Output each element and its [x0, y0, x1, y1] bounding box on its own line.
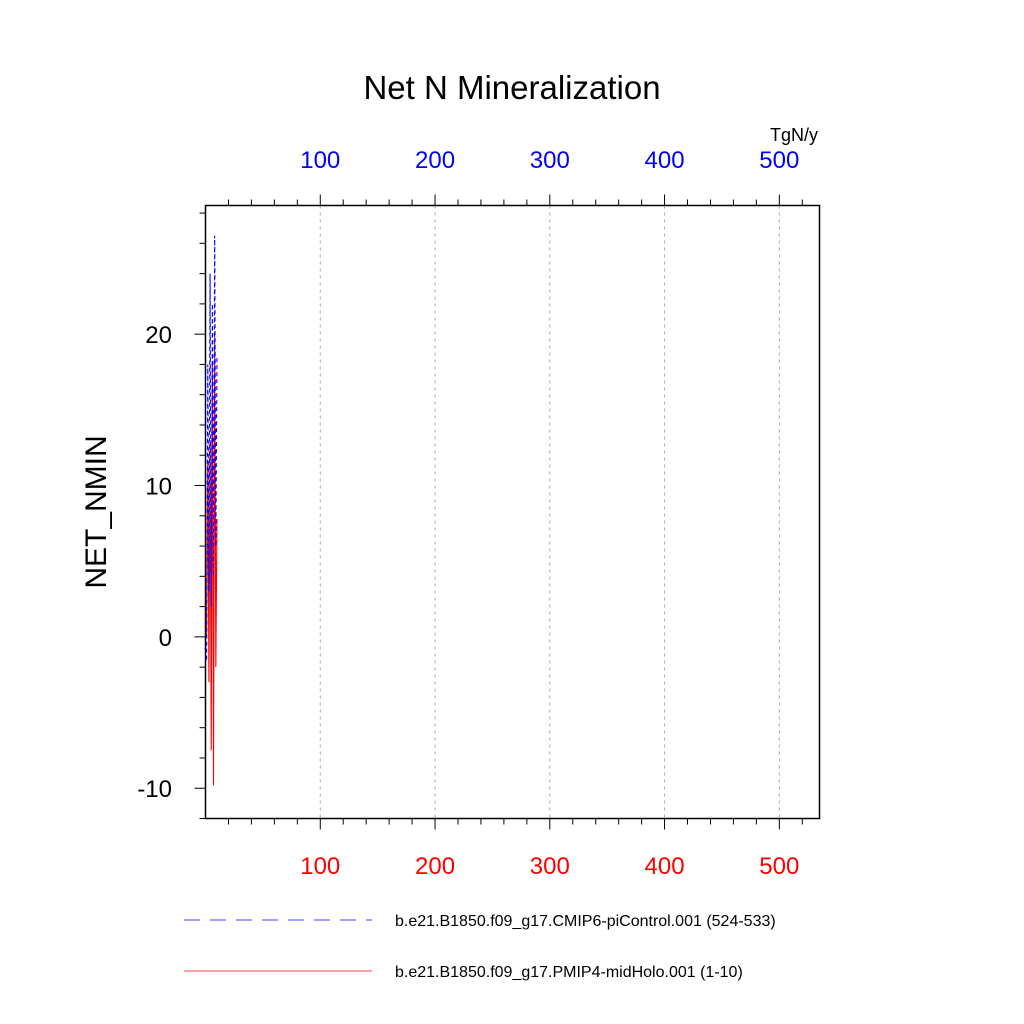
x-tick-label-bottom: 200 — [415, 853, 455, 880]
x-tick-label-bottom: 100 — [300, 853, 340, 880]
x-tick-label-top: 400 — [645, 147, 685, 174]
plot-frame — [204, 204, 821, 820]
x-tick-label-top: 200 — [415, 147, 455, 174]
y-tick-label: 0 — [159, 625, 172, 652]
series-layer — [206, 235, 218, 786]
x-tick-label-bottom: 400 — [645, 853, 685, 880]
chart-title: Net N Mineralization — [363, 69, 660, 106]
ticks-layer: 100 100 200 200 300 300 400 400 500 500 -10 0 10 20 — [137, 147, 803, 880]
x-tick-label-bottom: 300 — [530, 853, 570, 880]
series-line-picontrol — [206, 235, 218, 660]
x-tick-label-top: 300 — [530, 147, 570, 174]
grid-layer — [319, 205, 780, 819]
legend-label-midholo: b.e21.B1850.f09_g17.PMIP4-midHolo.001 (1… — [395, 964, 743, 981]
y-tick-label: 10 — [145, 474, 172, 501]
y-axis-label: NET_NMIN — [80, 435, 113, 588]
legend-label-picontrol: b.e21.B1850.f09_g17.CMIP6-piControl.001 … — [395, 913, 776, 930]
x-tick-label-bottom: 500 — [759, 853, 799, 880]
x-tick-label-top: 500 — [759, 147, 799, 174]
y-tick-label: 20 — [145, 322, 172, 349]
y-tick-label: -10 — [137, 776, 172, 803]
x-tick-label-top: 100 — [300, 147, 340, 174]
legend: b.e21.B1850.f09_g17.CMIP6-piControl.001 … — [184, 913, 776, 981]
units-label: TgN/y — [770, 125, 818, 145]
